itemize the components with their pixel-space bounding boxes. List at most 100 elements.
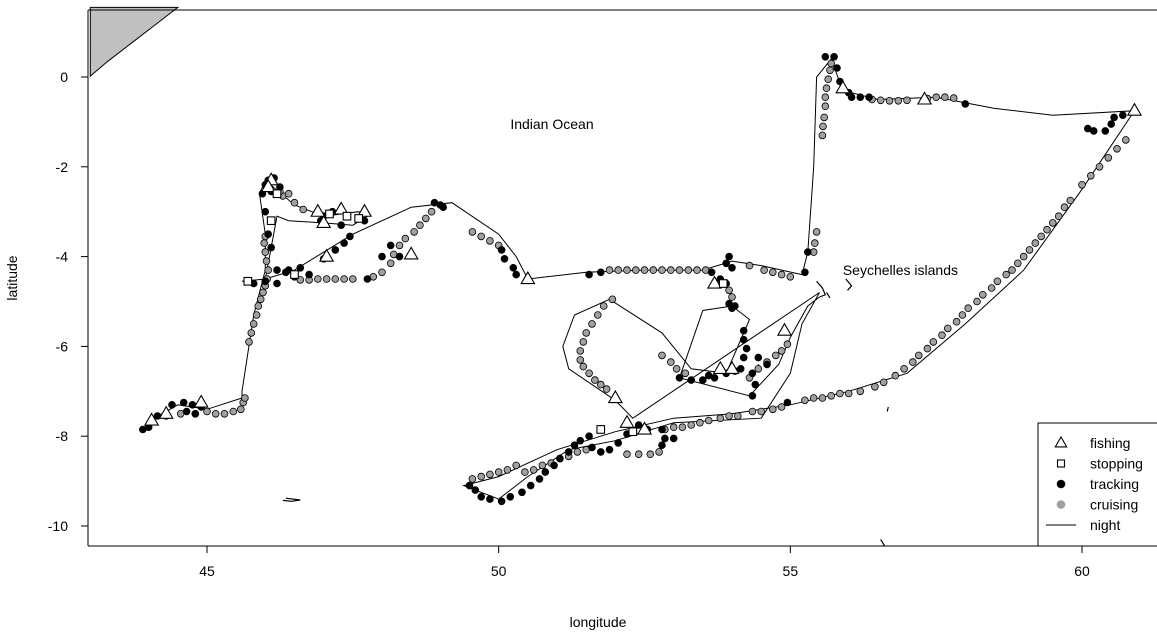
cruising-point-170	[599, 302, 608, 310]
island-3	[825, 292, 831, 299]
fishing-point-6	[316, 214, 332, 229]
cruising-point-171	[608, 295, 617, 304]
fishing-point-20	[776, 322, 793, 336]
stopping-point-8	[718, 279, 728, 288]
tracking-point-22	[261, 277, 270, 286]
tracking-point-93	[526, 481, 535, 490]
fishing-point-5	[310, 203, 326, 217]
cruising-point-144	[486, 470, 494, 479]
cruising-point-149	[538, 461, 547, 470]
cruising-point-108	[964, 304, 972, 313]
cruising-point-76	[827, 59, 835, 68]
cruising-point-56	[675, 266, 684, 274]
tracking-point-79	[634, 421, 643, 429]
stopping-point-2	[272, 189, 282, 199]
cruising-point-132	[733, 412, 742, 420]
tracking-point-17	[267, 243, 276, 252]
cruising-point-181	[783, 340, 792, 349]
tracking-point-102	[669, 434, 678, 443]
cruising-point-54	[658, 266, 666, 274]
cruising-point-124	[827, 391, 835, 400]
tracking-point-85	[585, 432, 593, 441]
tracking-point-108	[739, 353, 748, 362]
tracking-point-7	[182, 407, 191, 416]
cruising-point-148	[529, 466, 538, 474]
cruising-point-71	[821, 102, 830, 110]
cruising-point-121	[856, 387, 865, 396]
cruising-point-86	[1122, 136, 1130, 144]
cruising-point-67	[812, 228, 821, 236]
tracking-point-59	[803, 248, 812, 256]
cruising-point-35	[378, 268, 386, 277]
cruising-point-75	[826, 66, 834, 75]
tracking-point-58	[801, 268, 809, 277]
cruising-point-136	[696, 418, 704, 427]
cruising-point-98	[1031, 239, 1040, 247]
tracking-point-46	[512, 270, 520, 279]
tracking-point-115	[754, 353, 763, 362]
fishing-point-13	[835, 80, 851, 94]
tracking-point-29	[340, 239, 348, 247]
cruising-point-116	[908, 358, 917, 366]
cruising-point-141	[512, 461, 520, 470]
cruising-point-101	[1013, 259, 1022, 268]
cruising-point-159	[582, 329, 590, 337]
cruising-point-182	[725, 286, 733, 295]
tracking-point-70	[1089, 127, 1098, 135]
cruising-point-125	[818, 394, 827, 402]
cruising-point-107	[973, 297, 981, 306]
cruising-point-172	[658, 351, 666, 360]
cruising-point-88	[1104, 154, 1113, 162]
cruising-point-142	[503, 466, 512, 474]
tracking-point-67	[865, 93, 873, 101]
stopping-point-6	[290, 270, 299, 279]
cruising-point-95	[1049, 219, 1057, 227]
cruising-point-123	[836, 389, 844, 398]
cruising-point-6	[229, 407, 238, 416]
tracking-point-116	[763, 360, 771, 369]
tracking-point-34	[337, 221, 346, 230]
x-tick-label-45: 45	[199, 563, 215, 579]
cruising-point-85	[949, 94, 958, 102]
legend-item-fishing-symbol	[1054, 435, 1068, 448]
cruising-point-46	[486, 237, 494, 245]
tracking-point-53	[728, 263, 736, 272]
cruising-point-131	[748, 407, 757, 416]
fishing-point-1	[158, 405, 174, 419]
fishing-point-4	[260, 178, 276, 193]
cruising-point-104	[993, 277, 1002, 286]
tracking-point-117	[704, 371, 713, 380]
stopping-point-4	[342, 211, 352, 221]
tracking-point-91	[541, 468, 550, 476]
tracking-point-109	[742, 344, 751, 353]
tracking-point-119	[687, 376, 695, 384]
cruising-point-41	[416, 221, 424, 230]
y-tick-label--6: -6	[56, 338, 69, 354]
legend-item-tracking-symbol	[1056, 479, 1066, 489]
points	[139, 52, 1143, 506]
tracking-point-18	[273, 266, 281, 274]
stopping-point-7	[596, 425, 606, 434]
tracking-point-77	[658, 441, 666, 450]
cruising-point-153	[573, 448, 582, 456]
cruising-point-45	[477, 232, 486, 241]
tracking-point-68	[961, 100, 970, 108]
cruising-point-157	[646, 450, 655, 459]
cruising-point-74	[824, 75, 832, 83]
stopping-point-1	[266, 216, 276, 226]
cruising-point-43	[427, 207, 436, 216]
cruising-point-51	[631, 266, 640, 274]
tracking-point-90	[550, 461, 558, 470]
cruising-point-109	[958, 311, 967, 319]
cruising-point-38	[395, 241, 404, 250]
cruising-point-93	[1060, 203, 1069, 212]
y-tick-label-0: 0	[60, 69, 68, 85]
legend-item-tracking-label: tracking	[1090, 476, 1139, 492]
tracking-point-36	[363, 275, 372, 283]
cruising-point-27	[348, 275, 357, 283]
cruising-point-9	[241, 394, 249, 402]
legend-item-fishing-label: fishing	[1090, 435, 1130, 451]
tracking-point-57	[728, 304, 736, 313]
tracking-point-48	[596, 268, 605, 277]
